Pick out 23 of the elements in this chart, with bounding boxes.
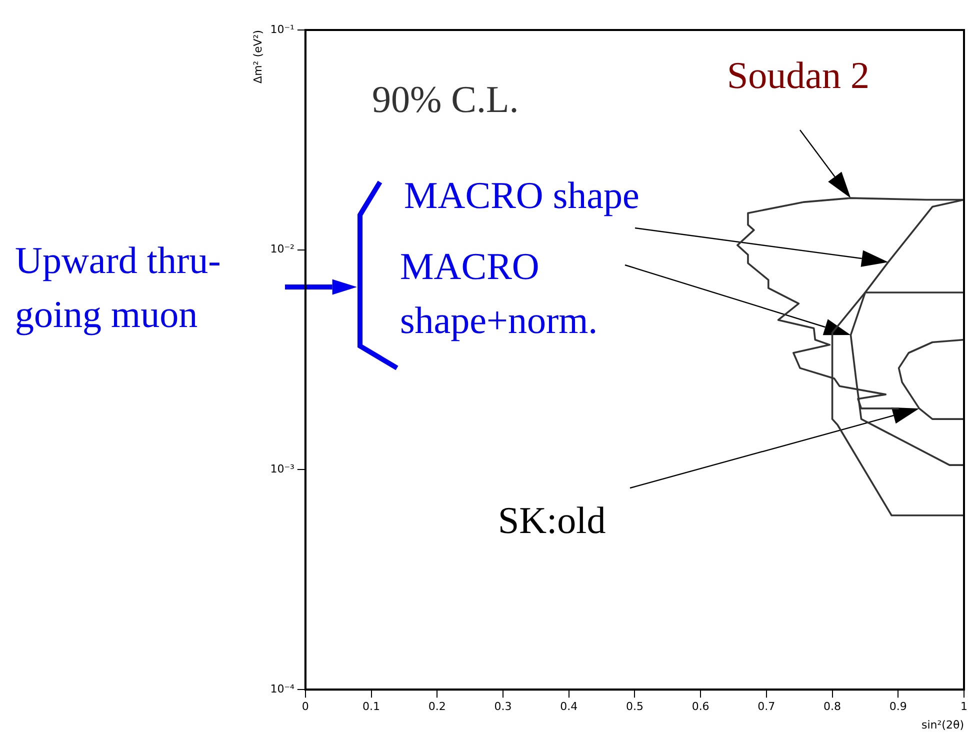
y-tick-label: 10⁻³ [270,462,294,476]
y-tick-label: 10⁻² [270,242,294,256]
x-axis-title: sin²(2θ) [922,718,964,732]
x-tick-label: 0.7 [758,700,776,714]
x-tick-label: 1 [960,700,968,714]
x-tick-label: 0.9 [889,700,907,714]
y-tick-label: 10⁻¹ [270,22,294,36]
y-axis-title: Δm² (eV²) [251,30,264,84]
annotation: 90% C.L. [372,78,519,123]
x-tick-label: 0.1 [362,700,380,714]
annotation: MACRO shape+norm. [400,245,598,344]
x-tick-label: 0.2 [428,700,446,714]
text: Upward thru-going muon [15,239,221,338]
annotation: SK:old [498,499,606,544]
x-tick-label: 0 [302,700,309,714]
x-tick-label: 0.4 [560,700,578,714]
annotation: MACRO shape [404,174,640,219]
annotation: Soudan 2 [727,54,870,99]
x-tick-label: 0.5 [626,700,644,714]
x-tick-label: 0.3 [494,700,512,714]
y-tick-label: 10⁻⁴ [270,682,295,696]
x-tick-label: 0.6 [692,700,710,714]
x-tick-label: 0.8 [824,700,842,714]
